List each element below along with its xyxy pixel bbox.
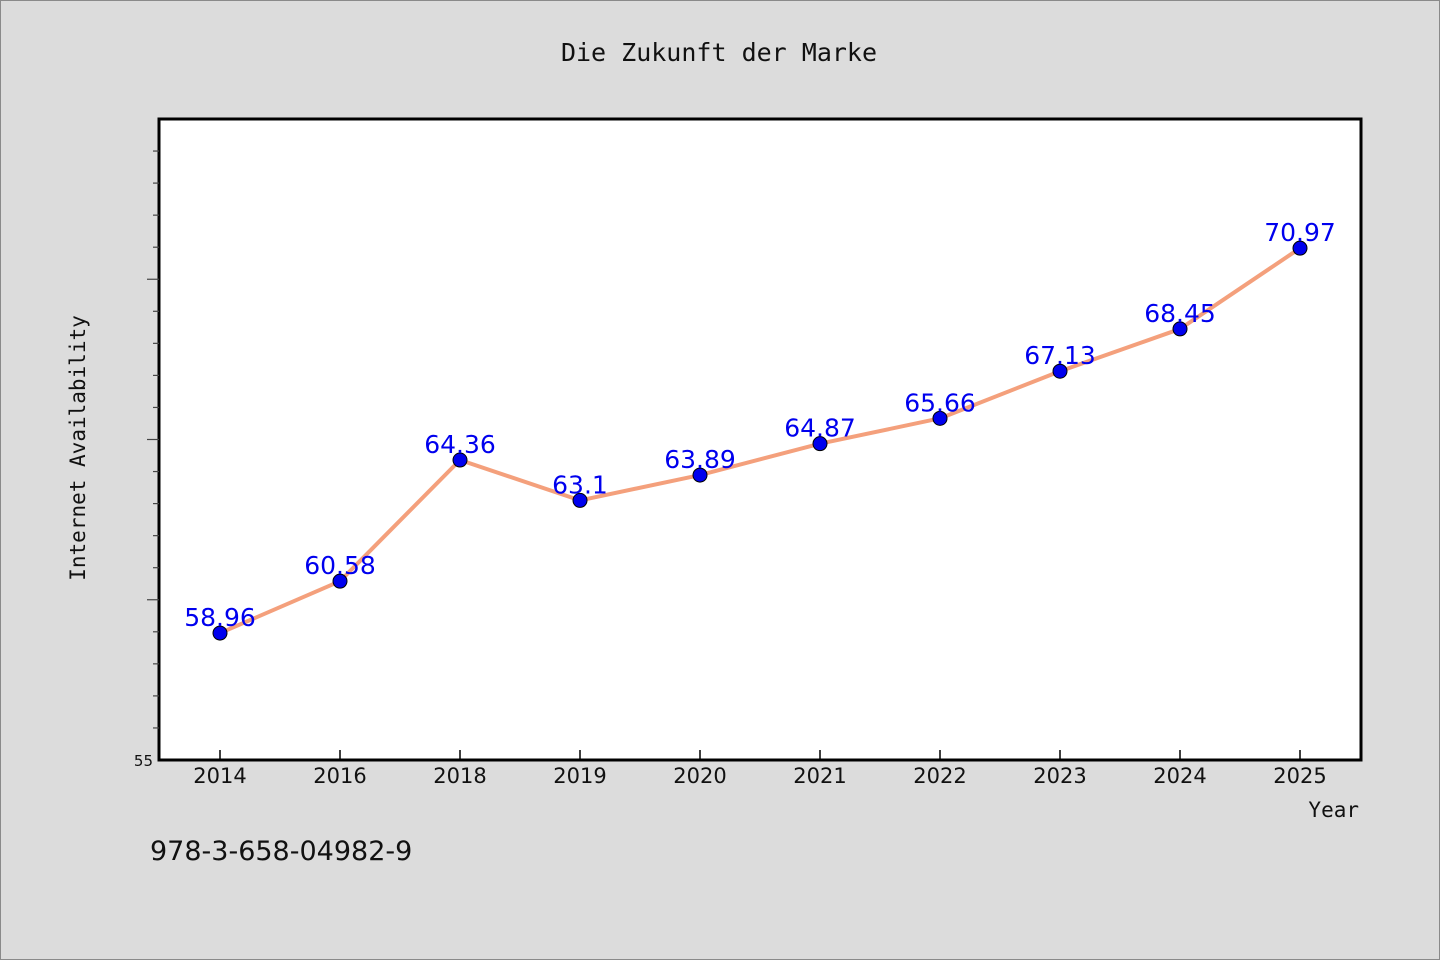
x-tick-label: 2014 [193, 764, 246, 788]
x-axis-label: Year [1308, 798, 1359, 822]
y-axis-label: Internet Availability [66, 315, 90, 581]
data-point [932, 410, 948, 426]
data-label: 60.58 [304, 551, 376, 580]
series-layer: 58.96 60.58 64.36 63.1 63.89 64.87 65.66 67.13 6… [184, 218, 1336, 641]
x-tick-label: 2019 [553, 764, 606, 788]
isbn-text: 978-3-658-04982-9 [150, 836, 413, 867]
x-tick-label: 2024 [1153, 764, 1206, 788]
data-point [212, 625, 228, 641]
series-line [218, 246, 1302, 636]
data-label: 68.45 [1144, 299, 1216, 328]
data-label: 58.96 [184, 603, 256, 632]
data-point [1292, 240, 1308, 256]
chart-title: Die Zukunft der Marke [561, 38, 877, 67]
data-label: 64.87 [784, 414, 856, 443]
x-ticks: 2014 2016 2018 2019 2020 2021 2022 2023 2024 2025 [193, 750, 1327, 788]
x-tick-label: 2018 [433, 764, 486, 788]
plot-area [157, 117, 1363, 762]
x-tick-label: 2016 [313, 764, 366, 788]
data-label: 70.97 [1264, 218, 1336, 247]
data-label: 64.36 [424, 430, 496, 459]
data-point [692, 467, 708, 483]
data-label: 63.1 [552, 470, 608, 499]
data-point [332, 573, 348, 589]
y-tick-label: 55 [134, 752, 153, 770]
x-tick-label: 2025 [1273, 764, 1326, 788]
x-tick-label: 2022 [913, 764, 966, 788]
data-point [1052, 363, 1068, 379]
data-point [452, 452, 468, 468]
x-tick-label: 2021 [793, 764, 846, 788]
y-minor-ticks [147, 150, 159, 729]
data-point [812, 436, 828, 452]
x-tick-label: 2020 [673, 764, 726, 788]
data-label: 63.89 [664, 445, 736, 474]
x-tick-label: 2023 [1033, 764, 1086, 788]
data-label: 67.13 [1024, 341, 1096, 370]
data-point [572, 492, 588, 508]
data-point [1172, 321, 1188, 337]
data-label: 65.66 [904, 388, 976, 417]
